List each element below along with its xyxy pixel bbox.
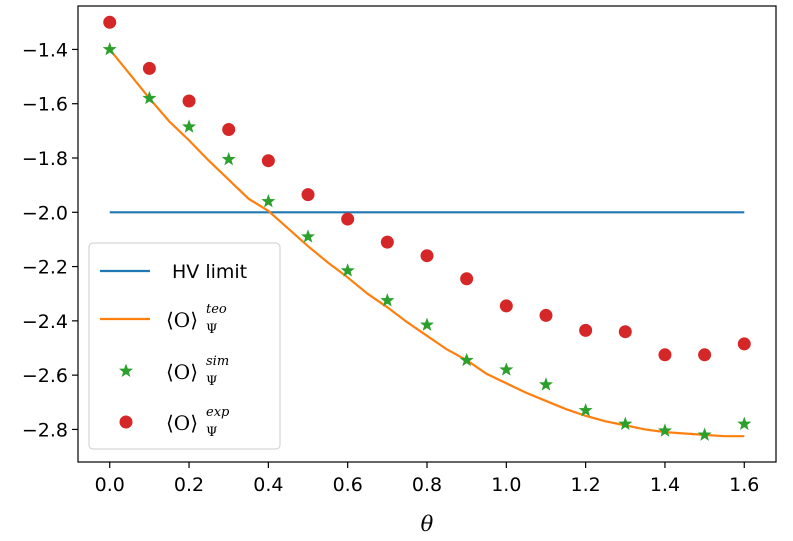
sim-point: [657, 423, 672, 437]
legend-label-0: HV limit: [172, 261, 247, 283]
sim-point: [301, 229, 316, 243]
y-tick-label: −2.6: [22, 365, 68, 387]
exp-point: [261, 154, 275, 168]
x-tick-label: 1.2: [571, 474, 601, 496]
y-tick-label: −2.4: [22, 311, 68, 333]
sim-point: [182, 119, 197, 133]
x-tick-label: 1.6: [729, 474, 759, 496]
y-tick-label: −1.6: [22, 94, 68, 116]
exp-point: [103, 15, 117, 29]
x-axis-label: θ: [421, 512, 434, 536]
exp-point: [499, 299, 513, 313]
legend-label-3: ⟨O⟩ Ψexp: [166, 405, 230, 440]
legend-label-sup: exp: [206, 405, 230, 420]
y-tick-label: −2.8: [22, 419, 68, 441]
legend-label-base: ⟨O⟩: [166, 360, 198, 384]
series-layer: [102, 15, 752, 441]
x-tick-label: 0.8: [412, 474, 442, 496]
exp-point: [142, 61, 156, 75]
sim-point: [459, 352, 474, 367]
exp-point: [182, 94, 196, 108]
legend: HV limit ⟨O⟩ Ψteo ⟨O⟩ Ψsim ⟨O⟩ Ψexp: [88, 242, 281, 450]
x-tick-label: 0.2: [174, 474, 204, 496]
x-tick-label: 1.0: [491, 474, 521, 496]
legend-label-sub: Ψ: [206, 425, 217, 440]
sim-point: [737, 416, 752, 430]
x-tick-label: 0.4: [253, 474, 283, 496]
series-line-1: [108, 48, 745, 438]
legend-label-sub: Ψ: [206, 322, 217, 337]
exp-point: [698, 348, 712, 362]
exp-point: [618, 325, 632, 339]
exp-point: [737, 337, 751, 351]
legend-label-1: ⟨O⟩ Ψteo: [166, 302, 227, 337]
legend-label-sup: sim: [206, 354, 229, 369]
exp-point: [658, 348, 672, 362]
exp-point: [460, 272, 474, 286]
axis-ticks: 0.0 0.2 0.4 0.6 0.8 1.0 1.2 1.4 1.6 −1.4 −1.6 −1.8 −…: [22, 39, 760, 496]
x-tick-label: 0.6: [333, 474, 363, 496]
exp-point: [420, 249, 434, 263]
legend-swatch-2: [118, 363, 134, 377]
sim-point: [380, 293, 395, 307]
sim-point: [578, 403, 593, 417]
x-tick-label: 1.4: [650, 474, 680, 496]
sim-point: [499, 362, 514, 376]
legend-label-2: ⟨O⟩ Ψsim: [166, 354, 229, 389]
x-tick-label: 0.0: [95, 474, 125, 496]
exp-point: [222, 123, 236, 136]
legend-swatch-3: [119, 415, 133, 429]
sim-point: [221, 151, 236, 166]
y-tick-label: −2.0: [22, 202, 68, 224]
legend-label-sup: teo: [206, 302, 227, 317]
exp-point: [301, 188, 315, 202]
legend-label-base: ⟨O⟩: [166, 411, 198, 435]
y-tick-label: −2.2: [22, 257, 68, 279]
sim-point: [697, 427, 712, 441]
sim-point: [419, 317, 435, 331]
sim-point: [142, 90, 157, 105]
exp-point: [579, 323, 593, 337]
exp-point: [539, 308, 553, 322]
exp-point: [380, 235, 394, 249]
exp-point: [341, 212, 355, 226]
legend-box: [88, 242, 281, 450]
sim-point: [538, 377, 553, 391]
legend-label-base: ⟨O⟩: [166, 308, 198, 332]
legend-label-sub: Ψ: [206, 374, 217, 389]
y-tick-label: −1.4: [22, 39, 68, 61]
sim-point: [340, 263, 355, 277]
sim-point: [261, 194, 276, 208]
y-tick-label: −1.8: [22, 148, 68, 170]
sim-point: [102, 42, 117, 56]
sim-point: [618, 416, 633, 430]
